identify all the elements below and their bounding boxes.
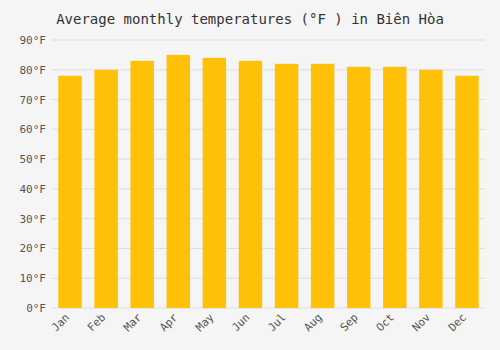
y-tick-label: 90°F [20,34,47,47]
x-axis: Jan Feb Mar Apr May Jun Jul Aug Sep Oct Nov Dec [49,311,469,335]
bar [203,58,226,308]
bar [94,70,117,308]
x-tick-label: Feb [85,311,108,334]
bar [58,76,81,308]
y-tick-label: 80°F [20,64,47,77]
x-tick-label: May [193,311,217,335]
title: Average monthly temperatures (°F ) in Bi… [56,11,444,27]
x-tick-label: Aug [302,311,325,334]
bar [347,67,370,308]
x-tick-label: Nov [410,311,434,335]
x-tick-label: Apr [157,311,181,335]
y-tick-label: 0°F [26,302,46,315]
y-tick-label: 60°F [20,123,47,136]
bar [239,61,262,308]
chart-container: Average monthly temperatures (°F ) in Bi… [0,0,500,350]
y-tick-label: 70°F [20,94,47,107]
bar [130,61,153,308]
x-tick-label: Jun [229,311,252,334]
bar [311,64,334,308]
x-tick-label: Oct [374,311,397,334]
x-tick-label: Dec [446,311,469,334]
bar [167,55,190,308]
bar [455,76,478,308]
bar [275,64,298,308]
bar [383,67,406,308]
chart: Average monthly temperatures (°F ) in Bi… [0,0,500,350]
grid-line [52,40,485,41]
x-tick-label: Jan [49,311,72,334]
y-axis: 0°F 10°F 20°F 30°F 40°F 50°F 60°F 70°F 80°F 90°F [20,34,486,315]
x-tick-label: Jul [265,311,288,334]
y-tick-label: 50°F [20,153,47,166]
y-tick-label: 30°F [20,213,47,226]
y-tick-label: 20°F [20,242,47,255]
y-tick-label: 40°F [20,183,47,196]
y-tick-label: 10°F [20,272,47,285]
bar [419,70,442,308]
bars [58,55,478,308]
x-tick-label: Mar [121,311,145,335]
x-tick-label: Sep [338,311,361,334]
